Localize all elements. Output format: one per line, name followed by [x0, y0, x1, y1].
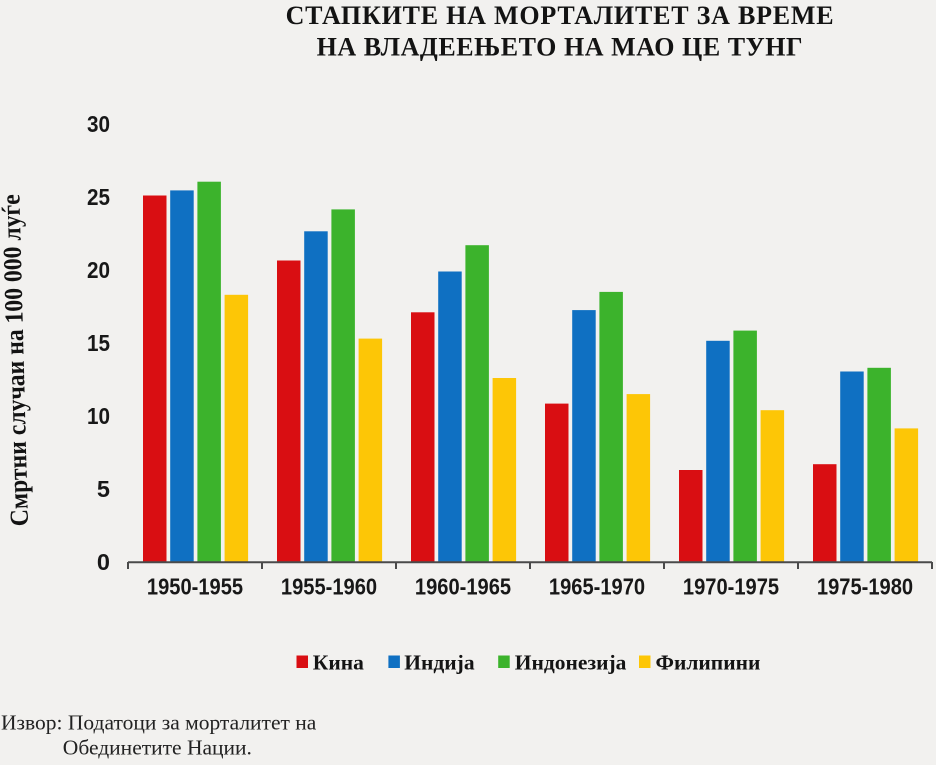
svg-text:1965-1970: 1965-1970 — [549, 574, 645, 600]
svg-text:1975-1980: 1975-1980 — [817, 574, 913, 600]
svg-text:НА ВЛАДЕЕЊЕТО НА МАО ЦЕ ТУНГ: НА ВЛАДЕЕЊЕТО НА МАО ЦЕ ТУНГ — [317, 33, 803, 62]
svg-text:10: 10 — [87, 403, 110, 429]
svg-text:Обединетите Нации.: Обединетите Нации. — [63, 735, 252, 759]
svg-text:15: 15 — [87, 330, 110, 356]
svg-text:1955-1960: 1955-1960 — [281, 574, 377, 600]
svg-text:5: 5 — [97, 476, 110, 502]
svg-text:1950-1955: 1950-1955 — [147, 574, 243, 600]
svg-text:25: 25 — [87, 184, 110, 210]
svg-text:30: 30 — [87, 111, 110, 137]
svg-text:1960-1965: 1960-1965 — [415, 574, 511, 600]
svg-text:0: 0 — [97, 549, 110, 575]
svg-text:Смртни случаи на 100 000 луѓе: Смртни случаи на 100 000 луѓе — [0, 194, 34, 527]
svg-text:Извор: Податоци за морталитет: Извор: Податоци за морталитет на — [1, 711, 317, 735]
svg-text:Кина: Кина — [313, 650, 364, 674]
svg-text:СТАПКИТЕ НА МОРТАЛИТЕТ ЗА ВРЕМ: СТАПКИТЕ НА МОРТАЛИТЕТ ЗА ВРЕМЕ — [286, 1, 834, 30]
svg-text:Индија: Индија — [404, 650, 475, 674]
svg-text:1970-1975: 1970-1975 — [683, 574, 779, 600]
svg-text:20: 20 — [87, 257, 110, 283]
svg-text:Индонезија: Индонезија — [515, 650, 627, 674]
svg-text:Филипини: Филипини — [656, 650, 761, 674]
